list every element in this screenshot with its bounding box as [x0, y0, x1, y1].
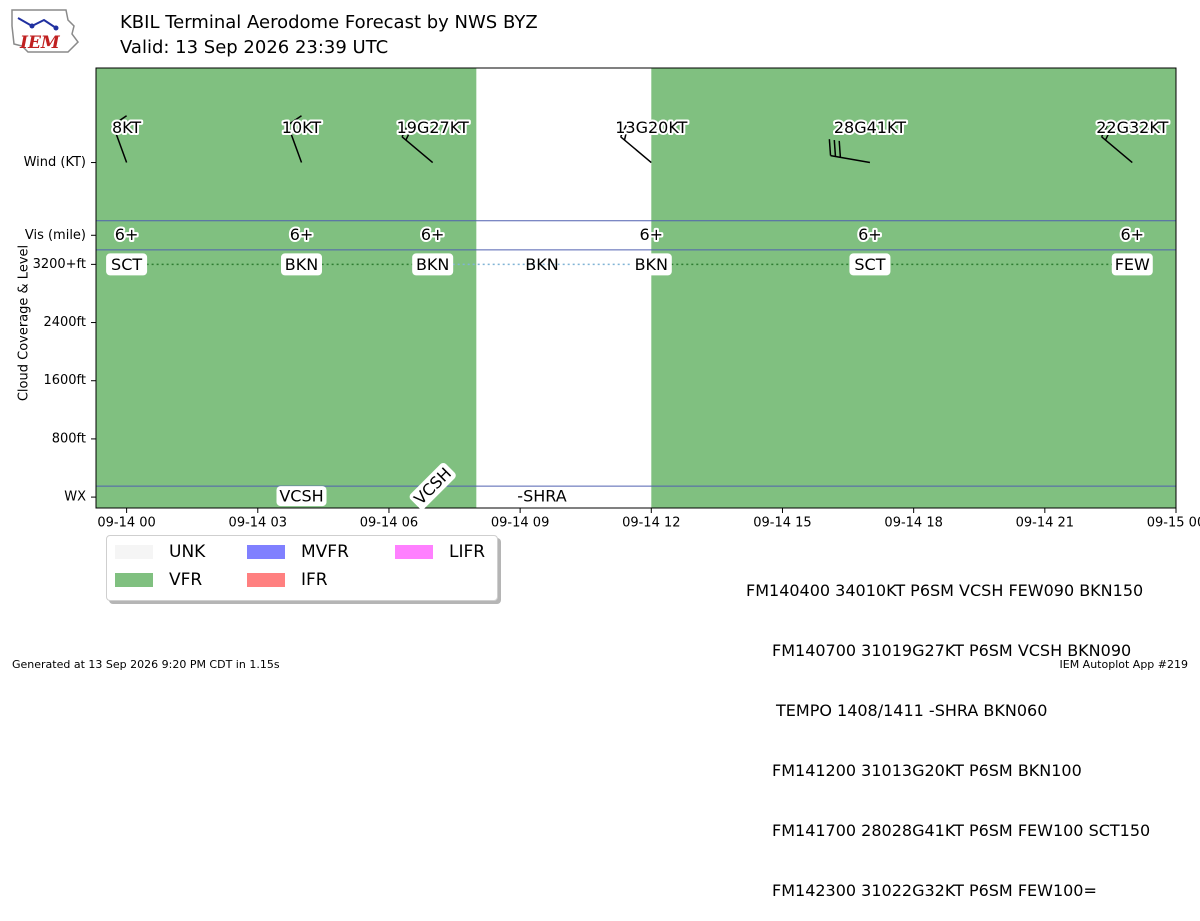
wind-barb-feather	[838, 140, 842, 158]
cloud-label: BKN	[416, 255, 449, 274]
weather-label-box	[276, 486, 327, 507]
wind-label: 10KT	[282, 118, 322, 137]
legend-swatch-vfr	[115, 573, 153, 587]
category-span-vfr	[651, 68, 1176, 508]
visibility-label: 6+	[640, 225, 664, 244]
legend-item-lifr: LIFR	[395, 541, 485, 563]
cloud-label-box	[106, 253, 148, 276]
legend-swatch-mvfr	[247, 545, 285, 559]
cloud-label: BKN	[635, 255, 668, 274]
plot-frame	[95, 67, 1177, 509]
cloud-label-box	[630, 253, 672, 276]
cloud-label-box	[849, 253, 891, 276]
cloud-label: SCT	[111, 255, 142, 274]
wind-label: 19G27KT	[397, 118, 469, 137]
wind-barb-staff	[287, 124, 303, 163]
wind-barb-feather	[828, 139, 832, 156]
y-tick-label: Vis (mile)	[25, 228, 86, 243]
legend-label-ifr: IFR	[301, 570, 328, 590]
weather-label: VCSH	[279, 487, 323, 506]
y-tick-label: 1600ft	[43, 373, 86, 388]
wind-barb-feather	[1104, 124, 1114, 141]
wind-label: 13G20KT	[615, 118, 687, 137]
x-tick-label: 09-14 15	[753, 516, 811, 531]
legend-label-unk: UNK	[169, 542, 206, 562]
wind-barb-feather	[112, 115, 128, 126]
legend-item-unk: UNK	[115, 541, 205, 563]
visibility-label: 6+	[858, 225, 882, 244]
visibility-label: 6+	[421, 225, 445, 244]
legend-label-vfr: VFR	[169, 570, 203, 590]
x-tick-label: 09-14 18	[884, 516, 942, 531]
legend-swatch-lifr	[395, 545, 433, 559]
wind-barb-feather	[1100, 121, 1110, 138]
cloud-label: SCT	[854, 255, 885, 274]
visibility-label: 6+	[115, 225, 139, 244]
legend-item-ifr: IFR	[247, 569, 328, 591]
category-span-vfr	[96, 68, 477, 508]
legend-swatch-unk	[115, 545, 153, 559]
x-tick-label: 09-14 00	[97, 516, 155, 531]
iem-logo: IEM	[11, 9, 79, 53]
legend-swatch-ifr	[247, 573, 285, 587]
wind-label: 22G32KT	[1096, 118, 1168, 137]
wind-barb-staff	[620, 136, 652, 164]
taf-line: FM141700 28028G41KT P6SM FEW100 SCT150	[772, 821, 1151, 840]
taf-line: FM142300 31022G32KT P6SM FEW100=	[772, 881, 1097, 900]
chart-title: KBIL Terminal Aerodome Forecast by NWS B…	[120, 12, 538, 33]
x-tick-label: 09-14 03	[229, 516, 287, 531]
wind-label: 28G41KT	[834, 118, 906, 137]
wind-barb-feather	[401, 121, 410, 138]
wind-barb-staff	[830, 154, 871, 164]
chart-subtitle: Valid: 13 Sep 2026 23:39 UTC	[120, 37, 389, 58]
x-tick-label: 09-15 00	[1147, 516, 1200, 531]
wind-barb-feather	[287, 115, 302, 126]
legend-label-mvfr: MVFR	[301, 542, 349, 562]
x-tick-label: 09-14 09	[491, 516, 549, 531]
y-tick-label: WX	[64, 490, 86, 505]
cloud-label: BKN	[525, 255, 558, 274]
legend-label-lifr: LIFR	[449, 542, 486, 562]
wind-barb-feather	[833, 139, 837, 157]
x-tick-label: 09-14 21	[1016, 516, 1074, 531]
y-tick-label: 800ft	[52, 431, 86, 446]
cloud-label: FEW	[1115, 255, 1150, 274]
wind-barb-feather	[405, 124, 414, 141]
cloud-label: BKN	[285, 255, 318, 274]
legend: UNK VFR MVFR IFR LIFR	[106, 535, 498, 601]
taf-line: TEMPO 1408/1411 -SHRA BKN060	[776, 701, 1048, 720]
wind-barb-staff	[112, 124, 128, 163]
x-tick-label: 09-14 06	[360, 516, 418, 531]
cloud-label-box	[412, 253, 454, 276]
footer-generated: Generated at 13 Sep 2026 9:20 PM CDT in …	[12, 658, 280, 671]
legend-item-vfr: VFR	[115, 569, 202, 591]
taf-line: FM141200 31013G20KT P6SM BKN100	[772, 761, 1082, 780]
weather-label: -SHRA	[517, 487, 566, 506]
y-tick-label: 2400ft	[43, 315, 86, 330]
visibility-label: 6+	[290, 225, 314, 244]
weather-label-box	[409, 462, 456, 510]
cloud-label-box	[281, 253, 323, 276]
taf-line: FM140400 34010KT P6SM VCSH FEW090 BKN150	[746, 581, 1144, 600]
logo-text: IEM	[19, 33, 61, 53]
wind-barb-staff	[1101, 136, 1133, 164]
wind-barb-feather	[619, 121, 629, 138]
visibility-label: 6+	[1120, 225, 1144, 244]
wind-barb-feather	[623, 131, 628, 141]
wind-label: 8KT	[112, 118, 141, 137]
cloud-label-box	[1111, 253, 1153, 276]
y-tick-label: 3200+ft	[33, 257, 86, 272]
y-axis-label: Cloud Coverage & Level	[17, 245, 32, 401]
taf-chart: Wind (KT) Vis (mile) 3200+ft 2400ft 1600ft 80…	[17, 67, 1200, 531]
wind-barb-staff	[401, 136, 434, 164]
category-span-unk_blank	[476, 68, 652, 508]
taf-text: FM140400 34010KT P6SM VCSH FEW090 BKN150…	[746, 541, 1150, 921]
x-tick-label: 09-14 12	[622, 516, 680, 531]
y-tick-label: Wind (KT)	[24, 155, 86, 170]
legend-item-mvfr: MVFR	[247, 541, 349, 563]
taf-line: FM140700 31019G27KT P6SM VCSH BKN090	[772, 641, 1132, 660]
footer-app: IEM Autoplot App #219	[1059, 658, 1189, 671]
